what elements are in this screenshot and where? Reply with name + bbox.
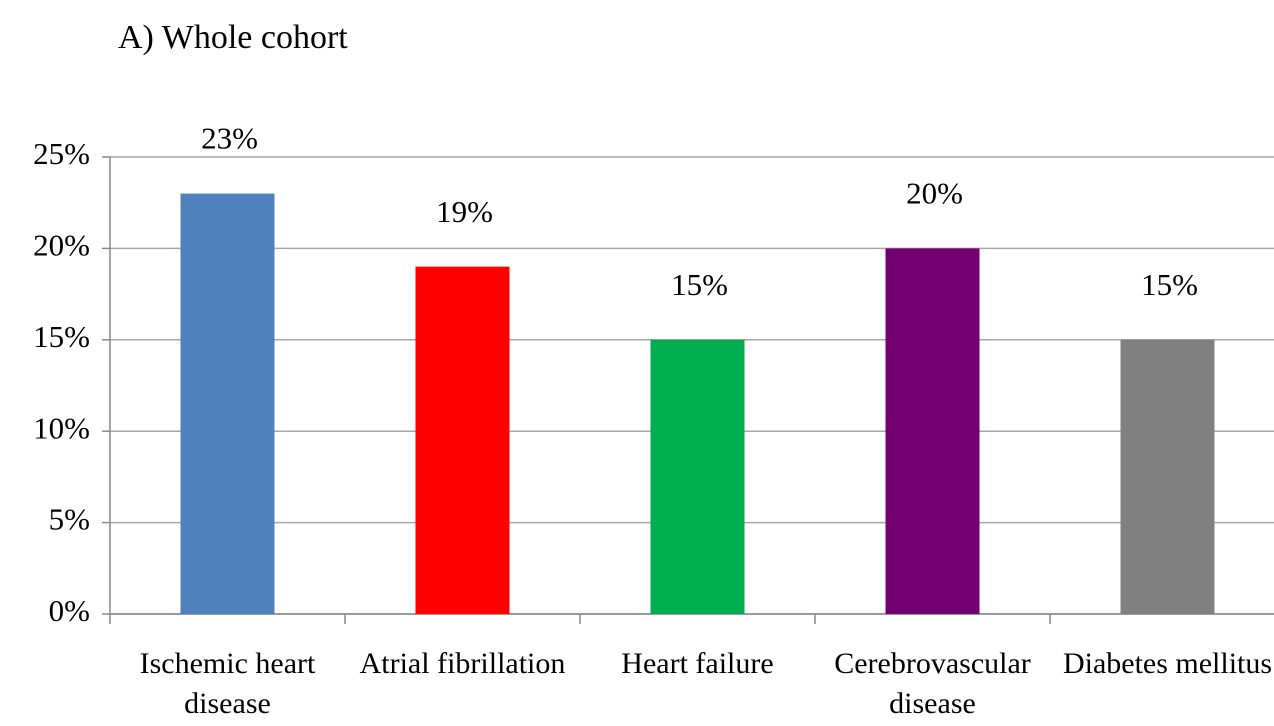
y-tick-label: 0%	[49, 593, 90, 628]
y-tick-label: 15%	[33, 319, 90, 354]
chart-title: A) Whole cohort	[118, 19, 348, 56]
value-label: 19%	[436, 194, 493, 229]
bar	[650, 339, 745, 614]
y-tick-label: 25%	[33, 136, 90, 171]
bar	[885, 248, 980, 614]
value-label: 15%	[671, 267, 728, 302]
y-tick-label: 10%	[33, 410, 90, 445]
x-tick-label: Cerebrovascular disease	[834, 647, 1031, 720]
value-label: 20%	[906, 176, 963, 211]
y-tick-label: 20%	[33, 228, 90, 263]
y-tick-label: 5%	[49, 502, 90, 537]
x-tick-label: Heart failure	[621, 647, 774, 680]
value-label: 15%	[1141, 267, 1198, 302]
bar	[1120, 339, 1215, 614]
x-tick-label: Diabetes mellitus	[1062, 647, 1273, 680]
value-label: 23%	[201, 121, 258, 156]
x-tick-label: Atrial fibrillation	[359, 647, 566, 680]
bar	[415, 266, 510, 614]
x-tick-label: Ischemic heart disease	[139, 647, 316, 720]
bar	[180, 193, 275, 614]
